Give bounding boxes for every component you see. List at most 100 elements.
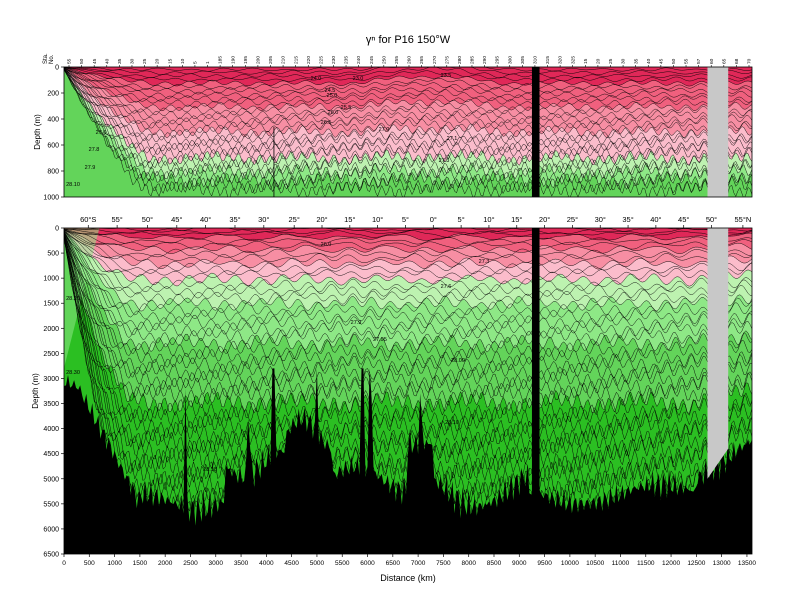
lower-y-tick-label: 0 xyxy=(55,226,59,233)
upper-data-gaps xyxy=(531,67,729,197)
latitude-tick-label: 15° xyxy=(511,215,522,224)
lower-x-tick-label: 13500 xyxy=(738,560,756,567)
upper-contour-line xyxy=(64,67,752,83)
upper-contour-line xyxy=(64,67,752,87)
lower-contour-label: 28.18 xyxy=(203,467,217,473)
station-number: 15 xyxy=(167,58,173,64)
lower-contour-line xyxy=(64,231,752,331)
station-number: 25 xyxy=(608,58,614,64)
lower-contour-line xyxy=(64,230,752,305)
lower-contour-line xyxy=(64,235,752,465)
latitude-tick-label: 60°S xyxy=(80,215,96,224)
station-number: 210 xyxy=(281,56,287,64)
station-number: 65 xyxy=(721,58,727,64)
station-number: 320 xyxy=(558,56,564,64)
upper-contour-label: 24.5 xyxy=(325,88,336,94)
latitude-axis: 60°S 55° 50° 45° 40° 35° 30° 25° 20° 15° 10° 5° 0° 5°… xyxy=(80,215,751,228)
lower-contour-line xyxy=(64,233,752,376)
lower-x-tick-label: 3500 xyxy=(234,560,249,567)
lower-contour-line xyxy=(64,229,752,270)
lower-x-tick-label: 8000 xyxy=(461,560,476,567)
lower-x-tick-label: 12500 xyxy=(687,560,705,567)
station-number: 25 xyxy=(142,58,148,64)
station-number: 280 xyxy=(457,56,463,64)
lower-y-tick-label: 4000 xyxy=(43,426,59,433)
upper-contour-label: 27.9 xyxy=(85,165,96,171)
station-number: 60 xyxy=(709,58,715,64)
lower-contour-line xyxy=(64,229,752,250)
lower-contour-line xyxy=(64,231,752,318)
lower-x-tick-label: 500 xyxy=(84,560,95,567)
station-number: 35 xyxy=(117,58,123,64)
upper-contour-label: 27.1 xyxy=(447,136,458,142)
lower-no-data-gap xyxy=(707,228,729,479)
lower-contour-line xyxy=(64,234,752,439)
lower-contour-line xyxy=(64,230,752,287)
upper-contour-label: 28.10 xyxy=(66,182,80,188)
lower-contour-label: 27.3 xyxy=(479,259,490,265)
latitude-tick-label: 5° xyxy=(458,215,465,224)
station-number: 235 xyxy=(344,56,350,64)
latitude-tick-label: 25° xyxy=(289,215,300,224)
upper-contour-line xyxy=(64,67,752,79)
upper-contour-label: 27.3 xyxy=(439,158,450,164)
upper-contour-line xyxy=(64,67,752,72)
lower-x-tick-label: 13000 xyxy=(713,560,731,567)
station-number: 250 xyxy=(381,56,387,64)
lower-black-gap xyxy=(531,228,540,554)
lower-x-tick-label: 0 xyxy=(62,560,66,567)
latitude-tick-label: 45° xyxy=(171,215,182,224)
station-number: 240 xyxy=(356,56,362,64)
station-number: 205 xyxy=(268,56,274,64)
lower-contour-line xyxy=(64,231,752,325)
lower-contour-line xyxy=(64,235,752,457)
lower-contour-line xyxy=(64,230,752,293)
upper-contour-label: 26.0 xyxy=(328,110,339,116)
station-number: 310 xyxy=(533,56,539,64)
upper-y-tick-label: 1000 xyxy=(43,195,59,202)
lower-y-tick-label: 4500 xyxy=(43,451,59,458)
latitude-tick-label: 40° xyxy=(650,215,661,224)
lower-x-tick-label: 9500 xyxy=(537,560,552,567)
station-number: 295 xyxy=(495,56,501,64)
upper-contour-line xyxy=(64,68,752,143)
station-number: 220 xyxy=(306,56,312,64)
upper-contour-label: 23.5 xyxy=(441,73,452,79)
upper-contour-line xyxy=(64,67,752,108)
upper-contour-line xyxy=(64,68,752,171)
station-number: 50 xyxy=(79,58,85,64)
upper-y-axis: 0 200 400 600 800 1000 xyxy=(43,65,64,202)
upper-contour-line xyxy=(64,68,752,134)
lower-contour-line xyxy=(64,229,752,264)
lower-x-tick-label: 6500 xyxy=(386,560,401,567)
lower-contour-line xyxy=(64,228,752,238)
upper-y-tick-label: 0 xyxy=(55,65,59,72)
station-number: 325 xyxy=(570,56,576,64)
upper-contour-lines xyxy=(64,67,752,197)
lower-contour-line xyxy=(64,230,752,299)
lower-contour-label: 28.10 xyxy=(445,420,459,426)
upper-y-tick-label: 200 xyxy=(47,91,59,98)
station-number: 45 xyxy=(92,58,98,64)
lower-contour-line xyxy=(64,233,752,368)
lower-x-tick-label: 10500 xyxy=(586,560,604,567)
lower-contour-line xyxy=(64,228,752,242)
lower-y-tick-label: 2000 xyxy=(43,326,59,333)
station-number: 265 xyxy=(419,56,425,64)
station-axis-label: No. xyxy=(49,54,55,64)
lower-contour-line xyxy=(64,230,752,275)
station-number: 30 xyxy=(130,58,136,64)
lower-y-tick-label: 500 xyxy=(47,251,59,258)
upper-contour-line xyxy=(64,68,752,152)
lower-contour-line xyxy=(64,235,752,449)
station-number: 315 xyxy=(545,56,551,64)
latitude-tick-label: 40° xyxy=(200,215,211,224)
lower-y-tick-label: 5500 xyxy=(43,501,59,508)
lower-y-tick-label: 1500 xyxy=(43,301,59,308)
station-number: 185 xyxy=(218,56,224,64)
station-number: 270 xyxy=(432,56,438,64)
station-axis-label: Sta. xyxy=(43,53,49,64)
lower-x-tick-label: 7000 xyxy=(411,560,426,567)
upper-contour-line xyxy=(64,68,752,162)
upper-contour-line xyxy=(64,67,752,116)
